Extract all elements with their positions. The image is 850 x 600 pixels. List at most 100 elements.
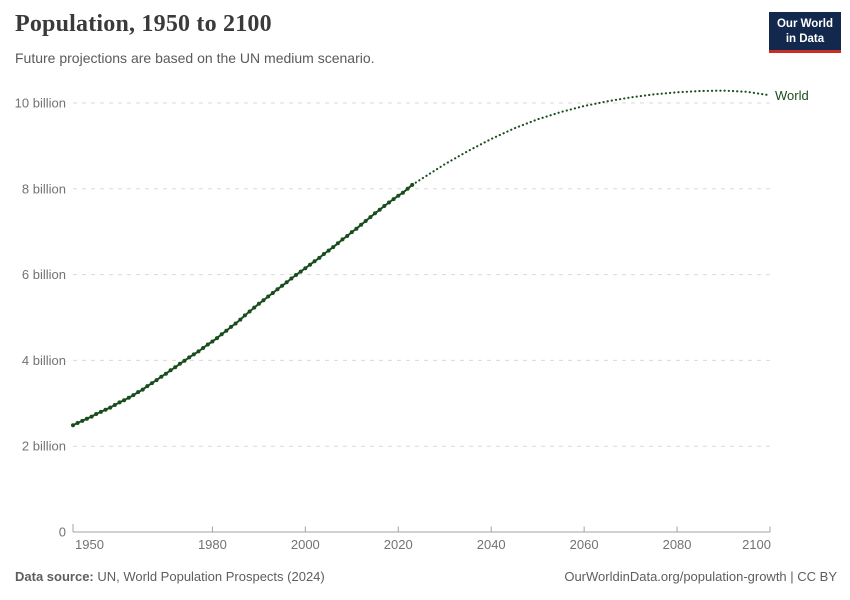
y-axis-tick-label: 0	[59, 525, 66, 540]
series-marker	[266, 294, 271, 299]
series-marker	[345, 234, 350, 238]
series-marker	[270, 291, 275, 295]
series-marker	[187, 355, 192, 360]
series-marker	[205, 342, 210, 347]
series-marker	[382, 204, 387, 208]
series-marker	[242, 313, 247, 318]
series-marker	[377, 207, 382, 212]
series-marker	[89, 414, 94, 419]
series-end-label-world[interactable]: World	[775, 88, 809, 103]
owid-logo[interactable]: Our World in Data	[768, 12, 841, 53]
series-marker	[335, 241, 340, 246]
series-marker	[368, 215, 373, 220]
x-axis-tick-label: 1980	[198, 537, 227, 552]
series-marker	[98, 409, 103, 414]
series-marker	[317, 255, 322, 260]
series-marker	[163, 371, 168, 376]
series-marker	[387, 200, 391, 205]
series-marker	[298, 269, 303, 274]
series-marker	[108, 405, 113, 410]
y-axis-tick-label: 6 billion	[22, 267, 66, 282]
series-marker	[136, 390, 141, 395]
x-axis-tick-label: 1950	[75, 537, 104, 552]
series-marker	[256, 301, 261, 306]
series-marker	[84, 416, 89, 421]
series-marker	[150, 381, 154, 386]
series-marker	[294, 273, 298, 277]
series-marker	[103, 407, 108, 412]
y-axis-tick-label: 8 billion	[22, 181, 66, 196]
series-marker	[363, 219, 368, 223]
series-marker	[303, 266, 308, 271]
series-marker	[131, 393, 136, 398]
series-marker	[326, 248, 331, 253]
series-marker	[94, 412, 99, 416]
series-marker	[405, 186, 410, 191]
series-marker	[159, 374, 164, 379]
x-axis-tick-label: 2000	[291, 537, 320, 552]
x-axis-tick-label: 2080	[663, 537, 692, 552]
series-marker	[126, 395, 131, 400]
series-marker	[252, 305, 257, 310]
y-axis-tick-label: 4 billion	[22, 353, 66, 368]
data-source-note: Data source: UN, World Population Prospe…	[15, 569, 325, 584]
series-marker	[71, 423, 75, 428]
series-marker	[400, 190, 405, 195]
series-line-world-historical[interactable]	[72, 184, 413, 427]
series-marker	[289, 276, 294, 281]
series-marker	[140, 387, 145, 392]
series-marker	[224, 328, 229, 333]
series-marker	[340, 237, 345, 242]
series-marker	[261, 298, 266, 303]
series-marker	[396, 193, 401, 198]
series-marker	[391, 197, 396, 202]
series-marker	[196, 349, 201, 354]
page-title: Population, 1950 to 2100	[15, 11, 272, 37]
series-marker	[122, 398, 127, 403]
series-marker	[215, 336, 219, 341]
series-marker	[145, 384, 150, 389]
series-marker	[275, 287, 280, 292]
series-marker	[154, 378, 159, 383]
series-marker	[112, 403, 117, 407]
series-marker	[75, 421, 80, 425]
series-marker	[191, 352, 196, 357]
series-marker	[80, 418, 85, 423]
x-axis-tick-label: 2040	[477, 537, 506, 552]
series-marker	[284, 280, 289, 285]
series-marker	[354, 226, 359, 231]
license-link[interactable]: OurWorldinData.org/population-growth | C…	[564, 569, 837, 584]
series-marker	[117, 400, 122, 405]
owid-logo-line1: Our World	[776, 18, 833, 30]
chart-subtitle: Future projections are based on the UN m…	[15, 50, 375, 66]
series-line-world-projection[interactable]	[411, 89, 772, 186]
series-marker	[247, 309, 252, 314]
series-marker	[308, 262, 312, 267]
series-marker	[173, 365, 178, 370]
series-marker	[373, 211, 377, 216]
x-axis-tick-label: 2100	[742, 537, 771, 552]
series-marker	[201, 346, 206, 350]
series-marker	[359, 222, 364, 227]
series-marker	[168, 368, 173, 373]
owid-logo-line2: in Data	[785, 32, 825, 45]
series-marker	[210, 339, 215, 344]
y-axis-tick-label: 2 billion	[22, 439, 66, 454]
series-marker	[177, 361, 182, 366]
x-axis-tick-label: 2020	[384, 537, 413, 552]
data-source-text: UN, World Population Prospects (2024)	[93, 569, 325, 584]
data-source-label: Data source:	[15, 569, 94, 584]
series-marker	[312, 259, 317, 264]
y-axis-tick-label: 10 billion	[15, 96, 66, 111]
series-marker	[280, 283, 285, 288]
series-marker	[233, 321, 238, 326]
series-marker	[238, 317, 243, 322]
series-marker	[321, 252, 326, 256]
series-marker	[229, 324, 233, 329]
series-marker	[331, 245, 336, 250]
series-marker	[349, 230, 354, 235]
series-marker	[219, 332, 224, 337]
series-marker	[182, 358, 187, 363]
x-axis-tick-label: 2060	[570, 537, 599, 552]
